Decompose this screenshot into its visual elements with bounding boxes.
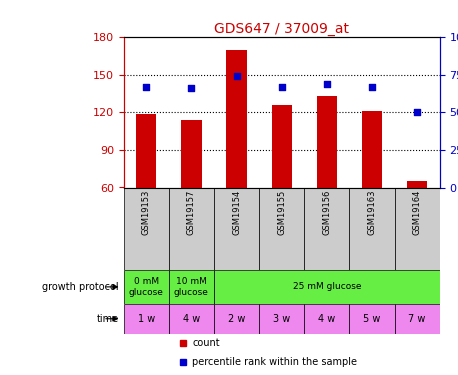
- Text: GSM19154: GSM19154: [232, 190, 241, 235]
- Point: [323, 81, 331, 87]
- Text: GSM19153: GSM19153: [142, 190, 151, 236]
- Text: 10 mM
glucose: 10 mM glucose: [174, 277, 209, 297]
- Bar: [407, 181, 427, 188]
- Text: 4 w: 4 w: [183, 314, 200, 324]
- Bar: [124, 304, 169, 334]
- Bar: [362, 111, 382, 188]
- Text: percentile rank within the sample: percentile rank within the sample: [192, 357, 357, 367]
- Bar: [349, 304, 394, 334]
- Point: [414, 110, 421, 116]
- Text: GSM19155: GSM19155: [277, 190, 286, 235]
- Text: 5 w: 5 w: [363, 314, 381, 324]
- Bar: [181, 120, 202, 188]
- Text: time: time: [97, 314, 119, 324]
- Bar: [124, 270, 169, 304]
- Text: count: count: [192, 338, 220, 348]
- Text: 1 w: 1 w: [137, 314, 155, 324]
- Bar: [304, 188, 349, 270]
- Title: GDS647 / 37009_at: GDS647 / 37009_at: [214, 22, 349, 36]
- Text: 7 w: 7 w: [409, 314, 426, 324]
- Bar: [169, 304, 214, 334]
- Bar: [259, 304, 304, 334]
- Text: GSM19164: GSM19164: [413, 190, 422, 236]
- Bar: [394, 188, 440, 270]
- Point: [368, 84, 376, 90]
- Bar: [349, 188, 394, 270]
- Bar: [272, 105, 292, 188]
- Point: [142, 84, 150, 90]
- Bar: [304, 304, 349, 334]
- Point: [188, 86, 195, 92]
- Bar: [394, 304, 440, 334]
- Bar: [124, 188, 169, 270]
- Bar: [316, 96, 337, 188]
- Text: 4 w: 4 w: [318, 314, 335, 324]
- Bar: [259, 188, 304, 270]
- Text: GSM19156: GSM19156: [322, 190, 331, 236]
- Bar: [214, 188, 259, 270]
- Text: 3 w: 3 w: [273, 314, 290, 324]
- Bar: [214, 270, 440, 304]
- Text: 25 mM glucose: 25 mM glucose: [293, 282, 361, 291]
- Bar: [214, 304, 259, 334]
- Text: 2 w: 2 w: [228, 314, 245, 324]
- Text: growth protocol: growth protocol: [43, 282, 119, 292]
- Bar: [169, 188, 214, 270]
- Bar: [169, 270, 214, 304]
- Bar: [226, 50, 247, 188]
- Bar: [136, 114, 156, 188]
- Point: [278, 84, 285, 90]
- Text: GSM19163: GSM19163: [367, 190, 376, 236]
- Text: 0 mM
glucose: 0 mM glucose: [129, 277, 164, 297]
- Text: GSM19157: GSM19157: [187, 190, 196, 236]
- Point: [233, 74, 240, 80]
